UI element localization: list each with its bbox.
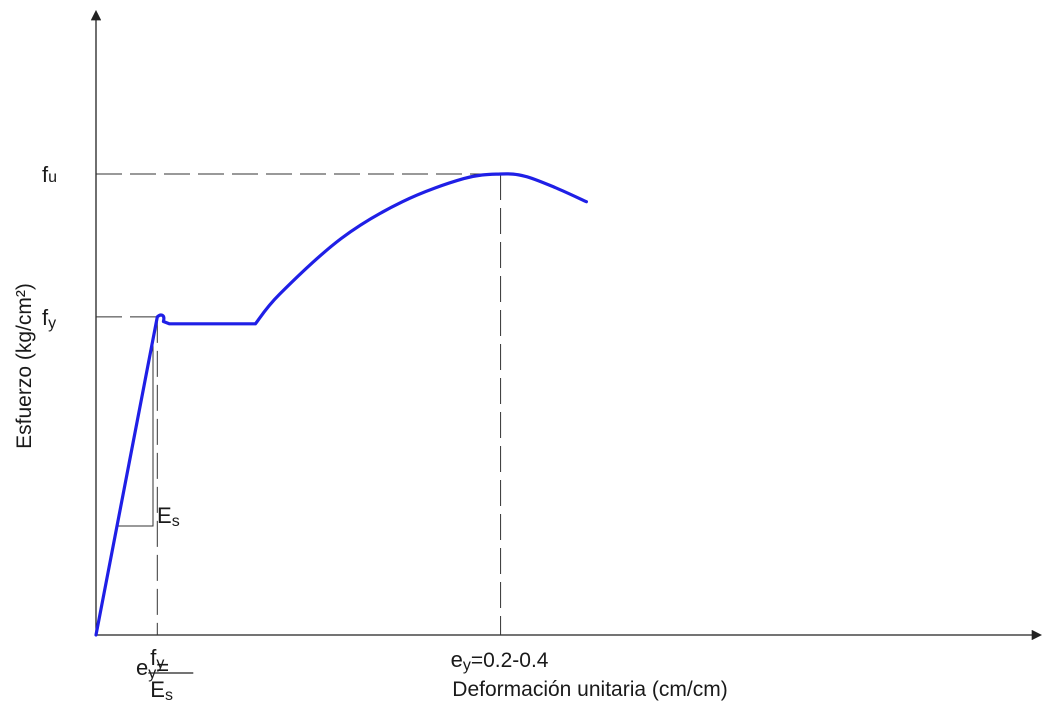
ultimate-strain-label: ey=0.2-0.4 (451, 647, 549, 674)
fy-label: fy (42, 305, 56, 332)
reference-lines (96, 173, 502, 635)
stress-strain-curve (94, 172, 588, 637)
x-axis-title: Deformación unitaria (cm/cm) (452, 678, 727, 701)
modulus-slope-triangle (117, 339, 154, 527)
yield-strain-label: ey= fy Es (136, 645, 194, 702)
y-axis-title: Esfuerzo (kg/cm²) (13, 283, 36, 449)
yield-strain-numerator: fy (150, 645, 164, 672)
yield-strain-denominator: Es (150, 677, 173, 702)
modulus-label: Es (157, 503, 180, 530)
fu-label: fu (42, 162, 57, 187)
